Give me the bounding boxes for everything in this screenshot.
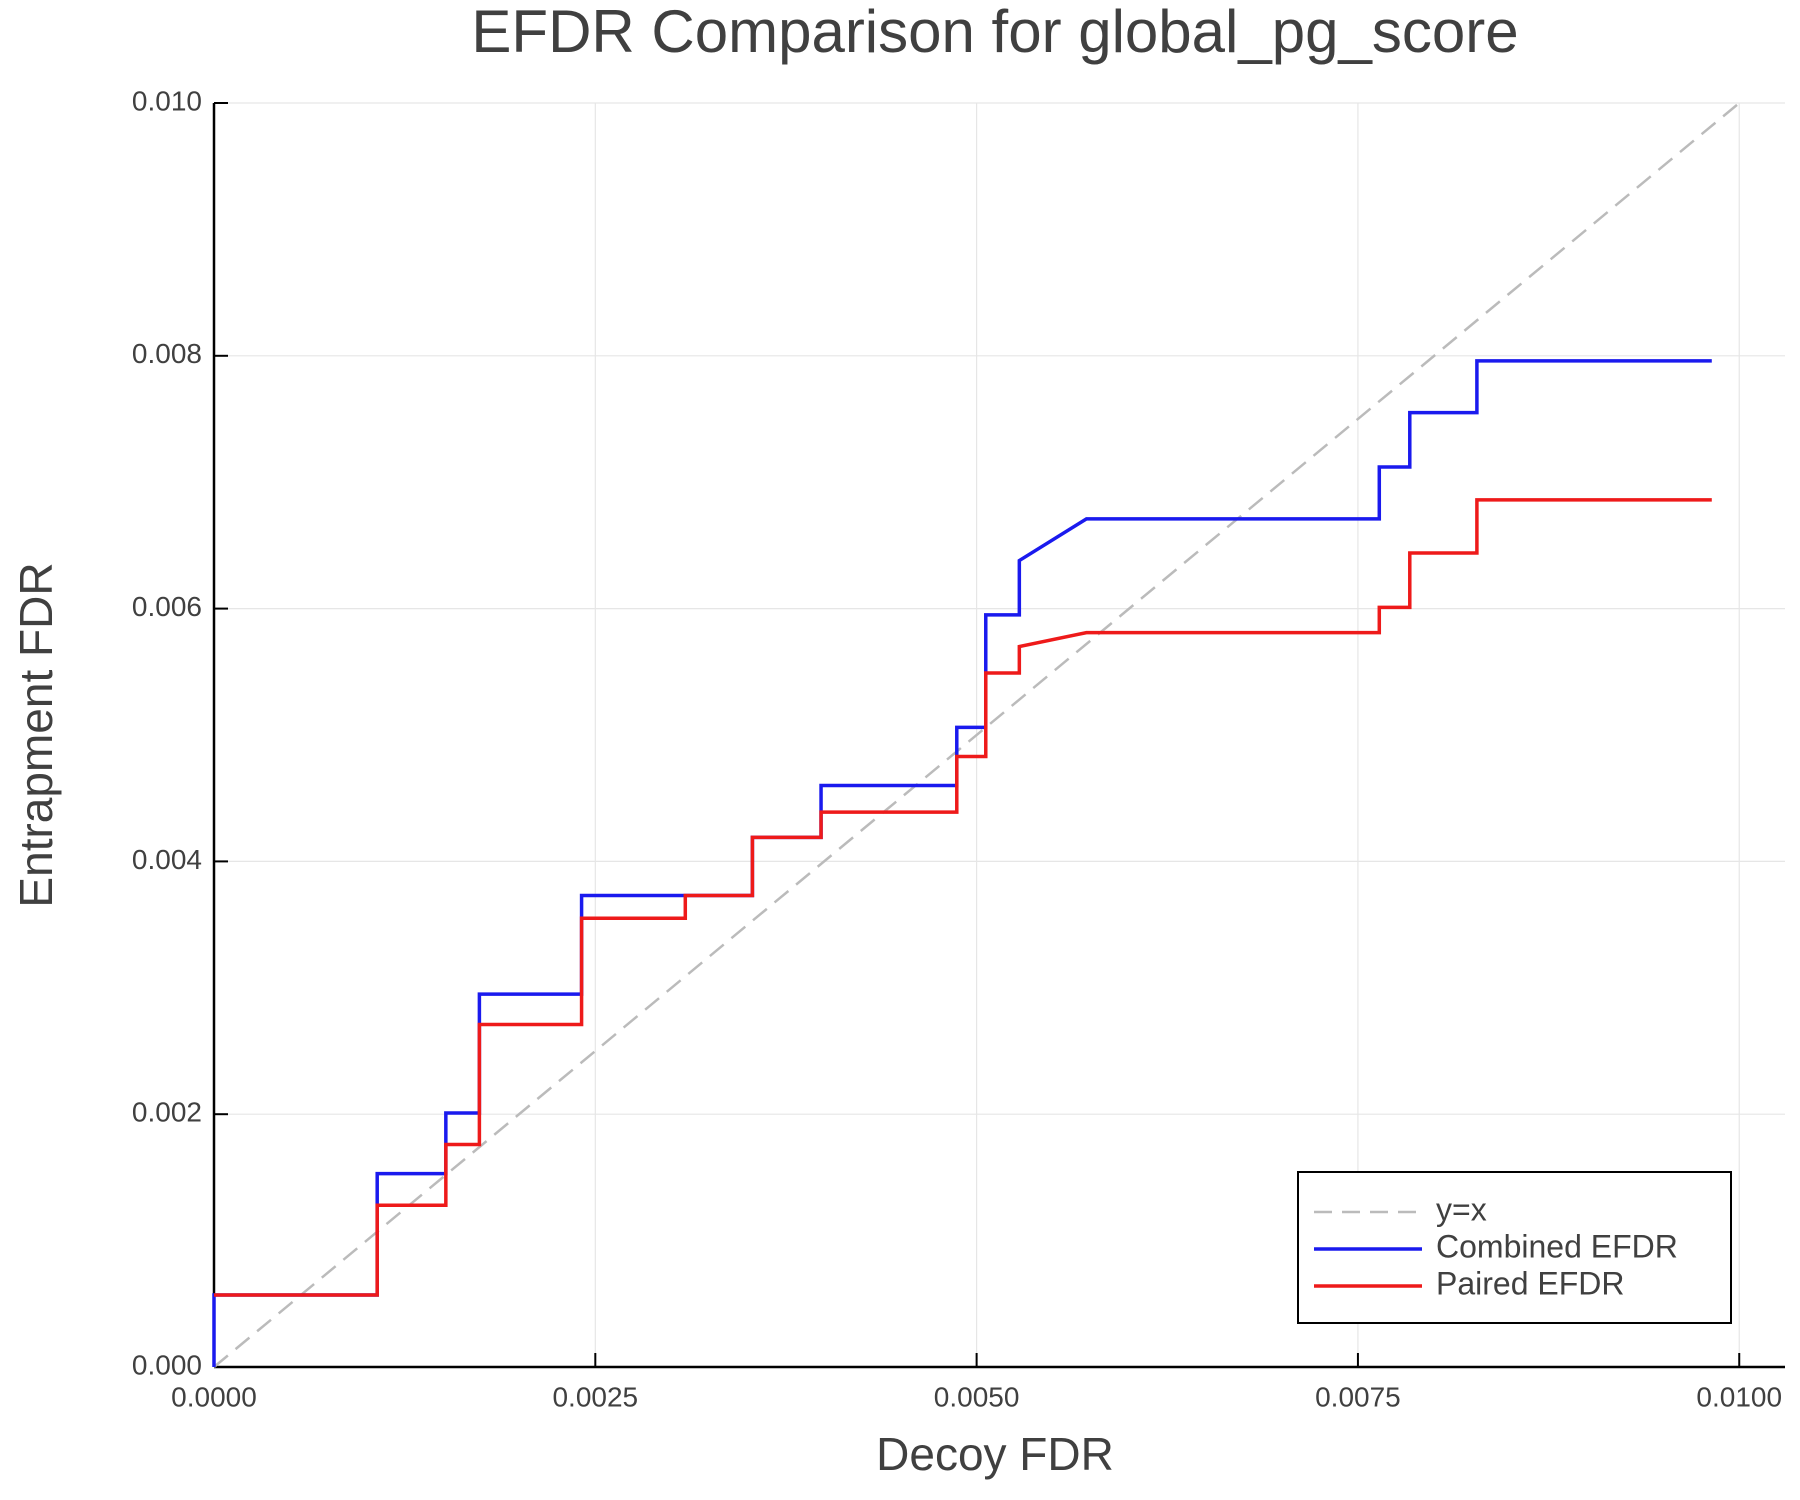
- legend-label: Paired EFDR: [1436, 1265, 1625, 1301]
- legend-label: Combined EFDR: [1436, 1228, 1678, 1264]
- y-tick-label: 0.004: [132, 844, 202, 875]
- y-axis-label: Entrapment FDR: [10, 562, 62, 907]
- y-tick-label: 0.002: [132, 1097, 202, 1128]
- x-tick-label: 0.0050: [934, 1381, 1020, 1412]
- x-tick-label: 0.0025: [552, 1381, 638, 1412]
- legend-label: y=x: [1436, 1191, 1487, 1227]
- x-tick-label: 0.0100: [1696, 1381, 1782, 1412]
- y-tick-label: 0.010: [132, 85, 202, 116]
- y-tick-label: 0.006: [132, 591, 202, 622]
- x-tick-label: 0.0075: [1315, 1381, 1401, 1412]
- y-tick-label: 0.000: [132, 1349, 202, 1380]
- chart-title: EFDR Comparison for global_pg_score: [471, 0, 1518, 65]
- y-tick-label: 0.008: [132, 338, 202, 369]
- series-line: [214, 498, 1712, 1297]
- x-tick-label: 0.0000: [171, 1381, 257, 1412]
- x-axis-label: Decoy FDR: [876, 1428, 1114, 1480]
- series-line: [213, 102, 1741, 1368]
